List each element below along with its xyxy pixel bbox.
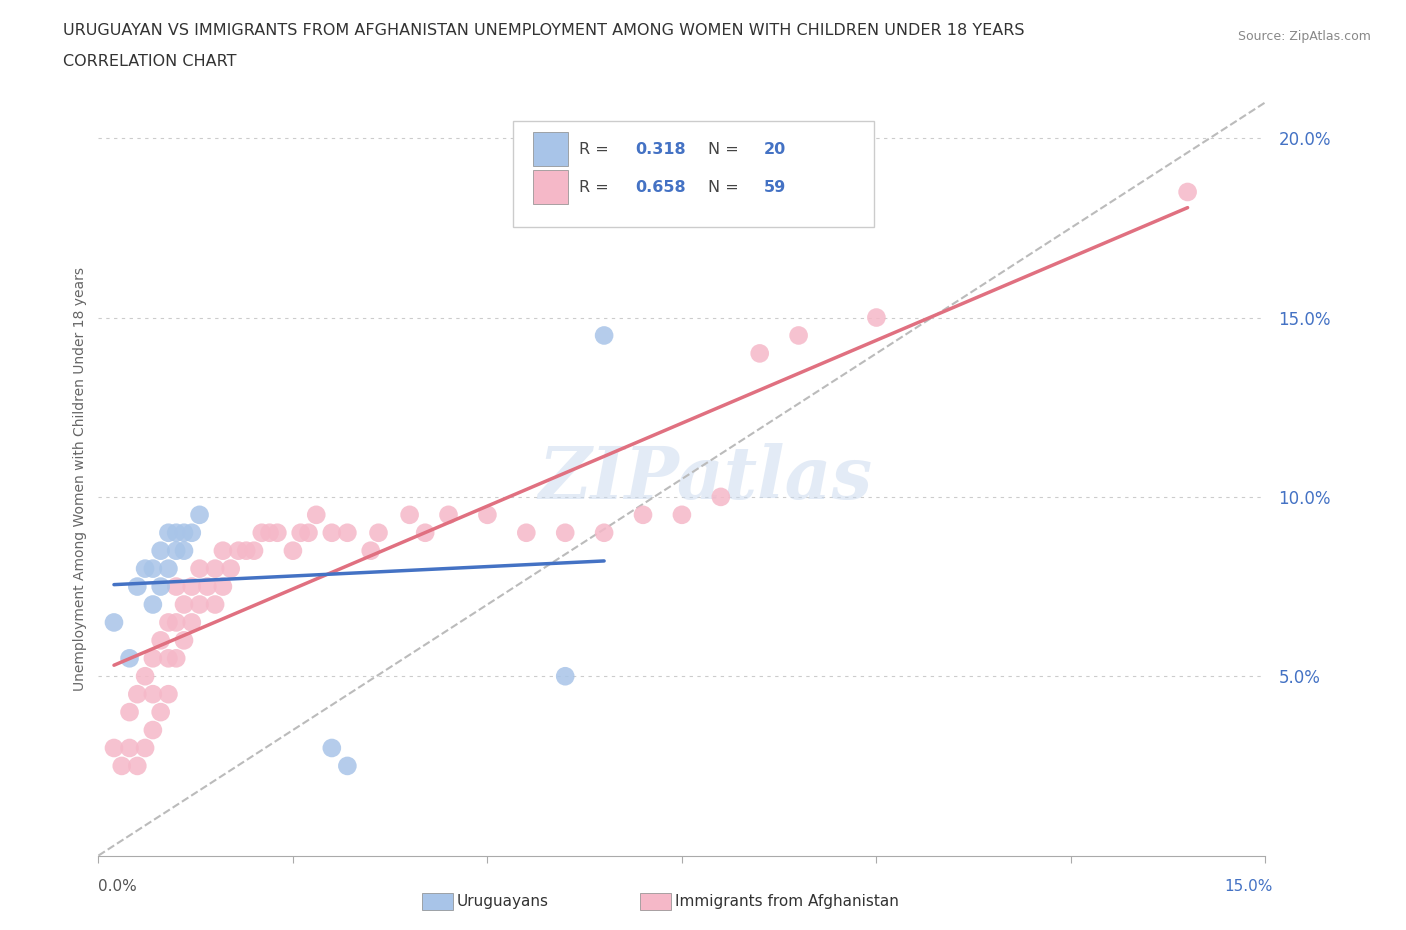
Point	[290, 525, 312, 540]
Point	[321, 740, 343, 755]
Point	[336, 525, 359, 540]
Point	[250, 525, 273, 540]
Point	[165, 579, 187, 594]
Point	[865, 310, 887, 325]
Text: Source: ZipAtlas.com: Source: ZipAtlas.com	[1237, 30, 1371, 43]
Text: Uruguayans: Uruguayans	[457, 894, 548, 909]
Point	[111, 759, 134, 774]
Text: CORRELATION CHART: CORRELATION CHART	[63, 54, 236, 69]
Point	[149, 579, 172, 594]
Point	[219, 561, 242, 576]
Y-axis label: Unemployment Among Women with Children Under 18 years: Unemployment Among Women with Children U…	[73, 267, 87, 691]
Point	[367, 525, 389, 540]
Text: 0.318: 0.318	[636, 142, 686, 157]
Text: Immigrants from Afghanistan: Immigrants from Afghanistan	[675, 894, 898, 909]
Point	[212, 579, 235, 594]
Point	[266, 525, 288, 540]
Text: 20: 20	[763, 142, 786, 157]
Point	[188, 597, 211, 612]
Text: URUGUAYAN VS IMMIGRANTS FROM AFGHANISTAN UNEMPLOYMENT AMONG WOMEN WITH CHILDREN : URUGUAYAN VS IMMIGRANTS FROM AFGHANISTAN…	[63, 23, 1025, 38]
FancyBboxPatch shape	[533, 132, 568, 166]
Point	[631, 508, 654, 523]
Text: 0.658: 0.658	[636, 179, 686, 195]
Text: 15.0%: 15.0%	[1225, 879, 1272, 894]
Point	[118, 651, 141, 666]
Point	[398, 508, 420, 523]
Point	[235, 543, 257, 558]
Point	[281, 543, 304, 558]
Point	[1177, 184, 1199, 199]
Point	[180, 615, 202, 630]
Point	[165, 543, 187, 558]
Text: 0.0%: 0.0%	[98, 879, 138, 894]
FancyBboxPatch shape	[533, 170, 568, 204]
Point	[259, 525, 281, 540]
Text: N =: N =	[707, 179, 744, 195]
Point	[165, 525, 187, 540]
Point	[748, 346, 770, 361]
Point	[173, 633, 195, 648]
Point	[173, 597, 195, 612]
Point	[173, 525, 195, 540]
Point	[305, 508, 328, 523]
Point	[103, 615, 125, 630]
Point	[165, 615, 187, 630]
Point	[554, 525, 576, 540]
Point	[142, 686, 165, 701]
Text: N =: N =	[707, 142, 744, 157]
Point	[515, 525, 537, 540]
Point	[671, 508, 693, 523]
Point	[787, 328, 810, 343]
Point	[437, 508, 460, 523]
Point	[149, 705, 172, 720]
Text: R =: R =	[579, 179, 614, 195]
Point	[321, 525, 343, 540]
Point	[142, 561, 165, 576]
Text: R =: R =	[579, 142, 614, 157]
Point	[142, 651, 165, 666]
Point	[593, 525, 616, 540]
Point	[118, 705, 141, 720]
Point	[157, 686, 180, 701]
Point	[593, 328, 616, 343]
Point	[243, 543, 266, 558]
Point	[297, 525, 319, 540]
Point	[157, 615, 180, 630]
Point	[149, 633, 172, 648]
Text: 59: 59	[763, 179, 786, 195]
Point	[554, 669, 576, 684]
Point	[103, 740, 125, 755]
Point	[127, 759, 149, 774]
Point	[118, 740, 141, 755]
Point	[195, 579, 218, 594]
Point	[180, 579, 202, 594]
Point	[173, 543, 195, 558]
Point	[188, 508, 211, 523]
Point	[127, 686, 149, 701]
Point	[157, 651, 180, 666]
Point	[204, 561, 226, 576]
Point	[127, 579, 149, 594]
Point	[142, 723, 165, 737]
Point	[134, 669, 156, 684]
Point	[360, 543, 382, 558]
Point	[413, 525, 436, 540]
Point	[477, 508, 499, 523]
Point	[188, 561, 211, 576]
Point	[142, 597, 165, 612]
Point	[204, 597, 226, 612]
Point	[134, 740, 156, 755]
Point	[228, 543, 250, 558]
Point	[149, 543, 172, 558]
FancyBboxPatch shape	[513, 121, 875, 227]
Text: ZIPatlas: ZIPatlas	[538, 444, 872, 514]
Point	[134, 561, 156, 576]
Point	[336, 759, 359, 774]
Point	[165, 651, 187, 666]
Point	[212, 543, 235, 558]
Point	[180, 525, 202, 540]
Point	[710, 489, 733, 504]
Point	[157, 525, 180, 540]
Point	[157, 561, 180, 576]
